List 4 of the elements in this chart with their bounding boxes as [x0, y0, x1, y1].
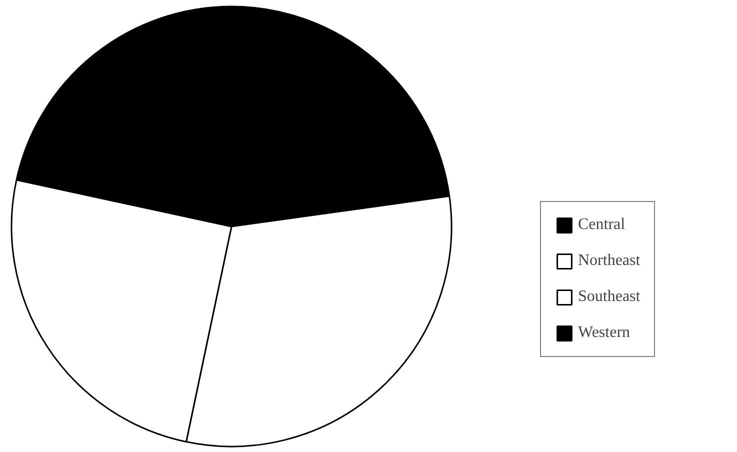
- legend-label: Central: [578, 216, 626, 234]
- legend-label: Western: [578, 324, 630, 342]
- legend-label: Southeast: [578, 288, 640, 306]
- legend-label: Northeast: [578, 252, 640, 270]
